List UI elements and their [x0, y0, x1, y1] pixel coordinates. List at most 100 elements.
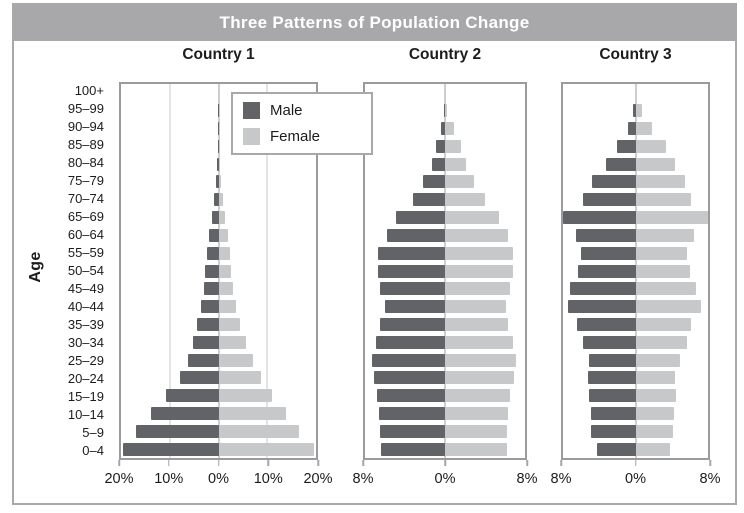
male-half: [563, 244, 636, 262]
female-half: [635, 227, 709, 245]
pyramid-row-35–39: [121, 316, 316, 334]
age-label-35–39: 35–39: [67, 317, 104, 332]
male-half: [121, 209, 219, 227]
male-bar-85–89: [436, 139, 445, 153]
female-bar-55–59: [635, 246, 688, 260]
male-half: [563, 333, 636, 351]
pyramid-row-85–89: [121, 137, 316, 155]
male-half: [365, 440, 445, 458]
pyramid-row-90–94: [563, 120, 708, 138]
male-bar-95–99: [444, 104, 445, 118]
pyramid-row-25–29: [365, 351, 525, 369]
male-bar-70–74: [582, 193, 636, 207]
male-half: [365, 422, 445, 440]
country-3-x-axis: 8% 0% 8%: [551, 460, 720, 494]
male-bar-30–34: [582, 335, 636, 349]
country-3-rows: [563, 84, 708, 458]
pyramid-row-40–44: [121, 298, 316, 316]
female-swatch-icon: [243, 128, 260, 145]
pyramid-row-50–54: [365, 262, 525, 280]
male-bar-15–19: [377, 389, 445, 403]
male-half: [563, 173, 636, 191]
male-bar-65–69: [211, 211, 219, 225]
female-half: [445, 422, 525, 440]
male-bar-75–79: [423, 175, 445, 189]
country-1-x-axis: 20% 10% 0% 10% 20%: [104, 460, 333, 494]
female-half: [445, 209, 525, 227]
male-half: [365, 298, 445, 316]
male-bar-45–49: [380, 282, 445, 296]
female-bar-25–29: [218, 353, 253, 367]
male-bar-25–29: [589, 353, 636, 367]
age-label-70–74: 70–74: [67, 191, 104, 206]
male-half: [365, 209, 445, 227]
x-tick: [526, 460, 528, 466]
male-half: [121, 369, 219, 387]
male-half: [121, 191, 219, 209]
age-label-60–64: 60–64: [67, 227, 104, 242]
female-bar-50–54: [445, 264, 513, 278]
male-half: [563, 155, 636, 173]
female-half: [218, 102, 317, 120]
country-2-rows: [365, 84, 525, 458]
male-half: [563, 262, 636, 280]
legend-female-label: Female: [270, 128, 321, 145]
female-half: [635, 387, 709, 405]
male-bar-70–74: [213, 193, 219, 207]
x-tick-label-1: 0%: [625, 471, 646, 487]
male-half: [563, 227, 636, 245]
male-bar-85–89: [617, 139, 636, 153]
male-bar-55–59: [581, 246, 636, 260]
male-half: [365, 102, 445, 120]
country-2-x-axis: 8% 0% 8%: [353, 460, 537, 494]
female-bar-20–24: [635, 371, 676, 385]
pyramid-row-80–84: [563, 155, 708, 173]
pyramid-row-65–69: [121, 209, 316, 227]
female-bar-0–4: [445, 442, 507, 456]
x-tick: [168, 460, 170, 466]
male-half: [121, 387, 219, 405]
female-half: [445, 120, 525, 138]
male-bar-25–29: [187, 353, 219, 367]
age-label-90–94: 90–94: [67, 119, 104, 134]
age-label-95–99: 95–99: [67, 101, 104, 116]
female-bar-85–89: [445, 139, 461, 153]
male-bar-90–94: [441, 122, 445, 136]
x-tick: [217, 460, 220, 466]
pyramid-row-100+: [365, 84, 525, 102]
male-half: [563, 84, 636, 102]
x-tick-label-0: 8%: [352, 471, 374, 487]
female-bar-65–69: [445, 211, 499, 225]
female-bar-85–89: [635, 139, 667, 153]
age-axis-labels: 100+ 95–99 90–94 85–89 80–84 75–79 70–74 65–69 6…: [14, 82, 106, 460]
female-bar-20–24: [218, 371, 262, 385]
pyramid-row-35–39: [365, 316, 525, 334]
age-label-20–24: 20–24: [67, 371, 104, 386]
male-bar-20–24: [179, 371, 219, 385]
male-half: [365, 244, 445, 262]
pyramid-row-0–4: [121, 440, 316, 458]
x-tick-label-1: 10%: [154, 471, 184, 487]
legend-male-row: Male: [243, 102, 361, 119]
male-half: [365, 191, 445, 209]
female-half: [635, 405, 709, 423]
pyramid-row-70–74: [121, 191, 316, 209]
legend-male-label: Male: [270, 102, 303, 119]
female-bar-60–64: [635, 228, 694, 242]
male-half: [365, 369, 445, 387]
x-tick-label-2: 8%: [699, 471, 721, 487]
male-half: [563, 387, 636, 405]
male-bar-15–19: [165, 389, 219, 403]
female-bar-40–44: [635, 300, 701, 314]
male-half: [365, 262, 445, 280]
x-tick: [267, 460, 269, 466]
pyramid-row-90–94: [365, 120, 525, 138]
legend: Male Female: [231, 92, 373, 155]
female-half: [635, 369, 709, 387]
male-half: [121, 155, 219, 173]
female-half: [635, 298, 709, 316]
female-bar-35–39: [635, 317, 691, 331]
female-bar-55–59: [445, 246, 513, 260]
female-half: [635, 120, 709, 138]
male-bar-65–69: [563, 211, 636, 225]
